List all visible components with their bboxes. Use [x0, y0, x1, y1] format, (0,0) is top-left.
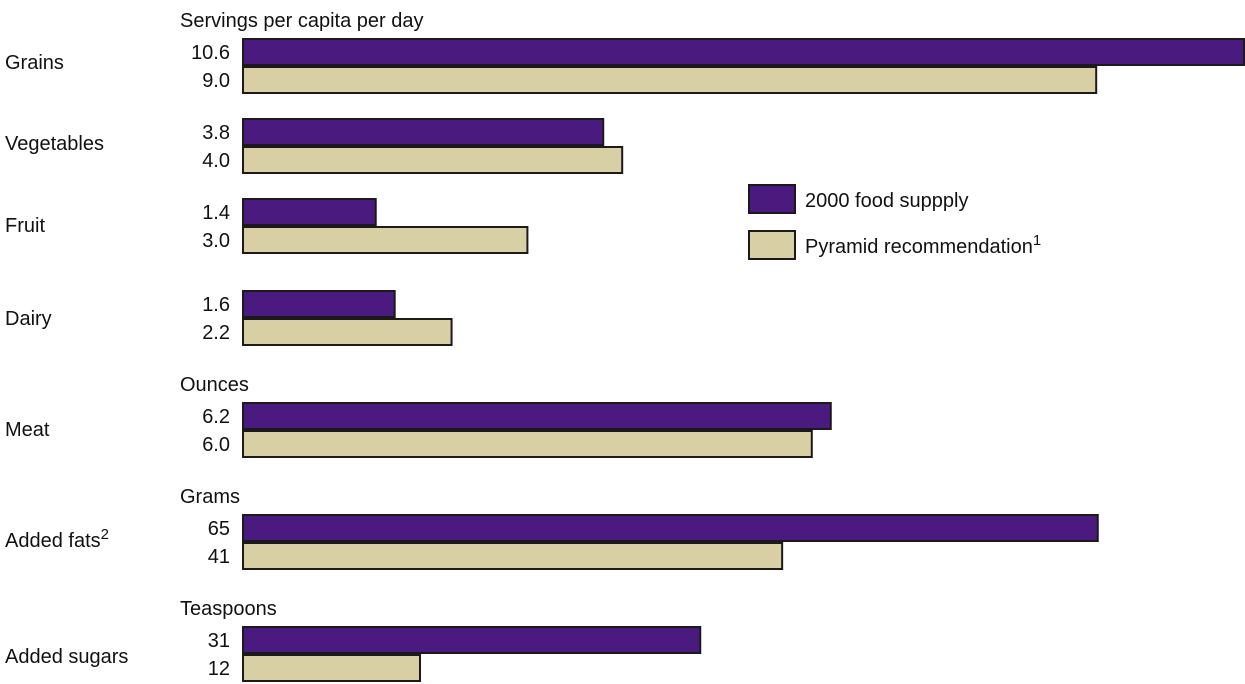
- bar-fruit-series-1: [242, 198, 377, 226]
- unit-label-added-fats: Grams: [180, 486, 240, 508]
- bar-fruit-series-2: [242, 226, 529, 254]
- category-label-fruit: Fruit: [5, 215, 45, 237]
- value-label-added-fats-series-1: 65: [208, 518, 230, 540]
- value-label-grains-series-1: 10.6: [191, 42, 230, 64]
- value-label-added-sugars-series-1: 31: [208, 630, 230, 652]
- bar-vegetables-series-1: [242, 118, 605, 146]
- value-label-fruit-series-1: 1.4: [202, 202, 230, 224]
- bar-meat-series-1: [242, 402, 832, 430]
- value-label-meat-series-2: 6.0: [202, 434, 230, 456]
- legend-label-series-2: Pyramid recommendation1: [805, 232, 1041, 258]
- value-label-dairy-series-1: 1.6: [202, 294, 230, 316]
- value-label-vegetables-series-2: 4.0: [202, 150, 230, 172]
- bar-added-fats-series-2: [242, 542, 784, 570]
- value-label-added-sugars-series-2: 12: [208, 658, 230, 680]
- bar-added-fats-series-1: [242, 514, 1099, 542]
- value-label-dairy-series-2: 2.2: [202, 322, 230, 344]
- bar-dairy-series-1: [242, 290, 396, 318]
- category-label-dairy: Dairy: [5, 308, 52, 330]
- value-label-grains-series-2: 9.0: [202, 70, 230, 92]
- bar-added-sugars-series-1: [242, 626, 702, 654]
- value-label-fruit-series-2: 3.0: [202, 230, 230, 252]
- bar-grains-series-1: [242, 38, 1245, 66]
- category-label-vegetables: Vegetables: [5, 133, 104, 155]
- bar-dairy-series-2: [242, 318, 453, 346]
- category-label-grains: Grains: [5, 52, 64, 74]
- bar-grains-series-2: [242, 66, 1098, 94]
- legend-label-series-1: 2000 food suppply: [805, 190, 968, 212]
- unit-label-meat: Ounces: [180, 374, 249, 396]
- value-label-added-fats-series-2: 41: [208, 546, 230, 568]
- bar-meat-series-2: [242, 430, 813, 458]
- category-label-added-fats: Added fats2: [5, 526, 109, 552]
- value-label-meat-series-1: 6.2: [202, 406, 230, 428]
- legend-swatch-series-1: [748, 184, 796, 214]
- bar-vegetables-series-2: [242, 146, 624, 174]
- value-label-vegetables-series-1: 3.8: [202, 122, 230, 144]
- unit-label-added-sugars: Teaspoons: [180, 598, 277, 620]
- category-label-meat: Meat: [5, 419, 50, 441]
- category-label-added-sugars: Added sugars: [5, 646, 128, 668]
- unit-label-grains: Servings per capita per day: [180, 10, 423, 32]
- legend-swatch-series-2: [748, 230, 796, 260]
- bar-added-sugars-series-2: [242, 654, 421, 682]
